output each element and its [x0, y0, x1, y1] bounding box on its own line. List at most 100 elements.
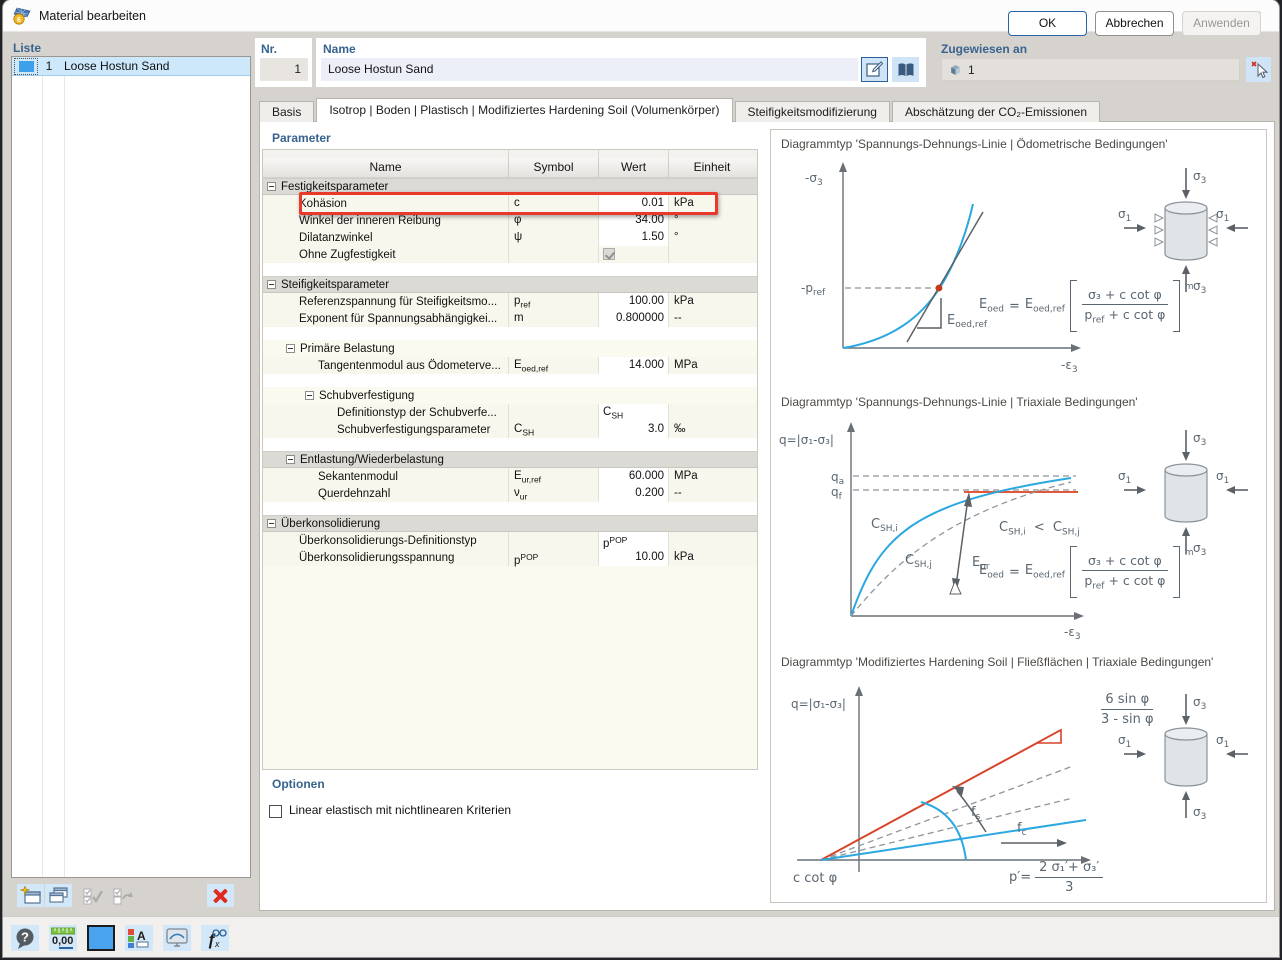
mc-failure-line: [820, 729, 1062, 861]
param-value-cell[interactable]: 14.000: [599, 357, 669, 374]
tab-1[interactable]: Isotrop | Boden | Plastisch | Modifizier…: [316, 98, 733, 122]
param-row[interactable]: Referenzspannung für Steifigkeitsmo... pr…: [263, 293, 757, 310]
triaxial-plot: q=|σ₁-σ₃| -ε3 qa qf Eur CSH,i CSH,j: [779, 422, 1248, 642]
material-name: Loose Hostun Sand: [64, 59, 170, 73]
collapse-toggle[interactable]: [305, 391, 314, 400]
material-listbox[interactable]: 1 Loose Hostun Sand: [11, 56, 251, 878]
param-spacer-row: [263, 502, 757, 515]
help-button[interactable]: ?: [11, 925, 39, 951]
param-value-cell[interactable]: 60.000: [599, 468, 669, 485]
param-row[interactable]: Exponent für Spannungsabhängigkei... m 0.8…: [263, 310, 757, 327]
display-properties-button[interactable]: A: [125, 925, 153, 951]
specimen-icon: σ3 σ1 σ1 σ3: [1118, 168, 1248, 296]
param-value-cell[interactable]: 0.01: [599, 195, 669, 212]
param-value-cell[interactable]: [599, 246, 669, 263]
rename-button[interactable]: [861, 57, 888, 82]
param-row[interactable]: Ohne Zugfestigkeit: [263, 246, 757, 263]
deselect-assignment-button[interactable]: [1246, 57, 1271, 82]
collapse-toggle[interactable]: [267, 280, 276, 289]
toggle-selection-button[interactable]: [109, 884, 136, 907]
cube-icon: [951, 65, 960, 75]
param-group-row[interactable]: Steifigkeitsparameter: [263, 276, 757, 293]
material-icon: 6: [13, 7, 31, 25]
param-row[interactable]: Definitionstyp der Schubverfe... CSH: [263, 404, 757, 421]
param-row[interactable]: Winkel der inneren Reibung φ 34.00 °: [263, 212, 757, 229]
param-row[interactable]: Sekantenmodul Eur,ref 60.000 MPa: [263, 468, 757, 485]
ok-button[interactable]: OK: [1008, 11, 1087, 36]
material-edit-dialog: 6 Material bearbeiten Liste 1 Loose Hostu…: [3, 0, 1279, 957]
collapse-toggle[interactable]: [286, 455, 295, 464]
param-value-cell[interactable]: 34.00: [599, 212, 669, 229]
param-value-cell[interactable]: 100.00: [599, 293, 669, 310]
param-group-row[interactable]: Primäre Belastung: [263, 340, 757, 357]
param-label: Ohne Zugfestigkeit: [299, 248, 396, 261]
collapse-toggle[interactable]: [286, 344, 295, 353]
param-spacer-row: [263, 327, 757, 340]
oedometer-modulus-formula: Eoed = Eoed,ref σ₃ + c cot φ pref + c co…: [979, 546, 1194, 598]
param-group-row[interactable]: Festigkeitsparameter: [263, 178, 757, 195]
rendering-button[interactable]: [163, 925, 191, 951]
param-symbol-cell: m: [509, 310, 599, 327]
slope-triangle: [917, 298, 942, 329]
collapse-toggle[interactable]: [267, 519, 276, 528]
param-value-cell[interactable]: pPOP: [599, 532, 669, 550]
material-list-item[interactable]: 1 Loose Hostun Sand: [12, 57, 250, 76]
collapse-toggle[interactable]: [267, 182, 276, 191]
material-color-swatch[interactable]: [14, 57, 38, 75]
eur-label: Eur: [972, 555, 990, 572]
param-label: Schubverfestigungsparameter: [337, 423, 491, 436]
name-input[interactable]: Loose Hostun Sand: [321, 58, 858, 81]
svg-text:σ3: σ3: [1193, 169, 1206, 186]
svg-text:σ1: σ1: [1118, 733, 1131, 750]
param-group-row[interactable]: Entlastung/Wiederbelastung: [263, 451, 757, 468]
formula-parameters-button[interactable]: ƒ x: [201, 925, 229, 951]
check-all-button[interactable]: [79, 884, 106, 907]
param-row[interactable]: Dilatanzwinkel ψ 1.50 °: [263, 229, 757, 246]
param-name-cell: Definitionstyp der Schubverfe...: [263, 404, 509, 421]
parameter-rows: Festigkeitsparameter Kohäsion c 0.01 kPa Wink…: [263, 178, 757, 567]
param-row[interactable]: Kohäsion c 0.01 kPa: [263, 192, 757, 215]
param-value-cell[interactable]: 10.00: [599, 549, 669, 566]
table-header: Name Symbol Wert Einheit: [263, 158, 757, 178]
param-row[interactable]: Überkonsolidierungs-Definitionstyp pPOP: [263, 532, 757, 550]
svg-text:σ3: σ3: [1193, 541, 1206, 558]
tab-3[interactable]: Abschätzung der CO₂-Emissionen: [891, 101, 1101, 122]
param-label: Schubverfestigung: [319, 389, 415, 402]
param-label: Festigkeitsparameter: [281, 180, 389, 193]
param-value-cell[interactable]: CSH: [599, 404, 669, 421]
param-label: Sekantenmodul: [318, 470, 398, 483]
units-decimal-places-button[interactable]: 0,00: [49, 925, 77, 951]
param-group-row[interactable]: Überkonsolidierung: [263, 515, 757, 532]
param-value-cell[interactable]: 1.50: [599, 229, 669, 246]
fc-label: fc: [1017, 821, 1027, 838]
param-row[interactable]: Schubverfestigungsparameter CSH 3.0 ‰: [263, 421, 757, 438]
delete-material-button[interactable]: [207, 884, 234, 907]
param-value-cell[interactable]: 0.200: [599, 485, 669, 502]
specimen-icon: σ3 σ1 σ1 σ3: [1118, 694, 1248, 822]
cancel-button[interactable]: Abbrechen: [1095, 11, 1174, 36]
param-symbol-cell: Eur,ref: [509, 468, 599, 485]
param-group-row[interactable]: Schubverfestigung: [263, 387, 757, 404]
param-row[interactable]: Überkonsolidierungsspannung pPOP 10.00 kPa: [263, 549, 757, 567]
svg-text:σ1: σ1: [1118, 207, 1131, 224]
copy-material-button[interactable]: [45, 884, 72, 907]
svg-text:σ1: σ1: [1216, 733, 1229, 750]
csh-i-curve: [850, 477, 1072, 617]
apply-button[interactable]: Anwenden: [1182, 11, 1261, 36]
param-value-cell[interactable]: 0.800000: [599, 310, 669, 327]
param-row[interactable]: Tangentenmodul aus Ödometerve... Eoed,ref…: [263, 357, 757, 374]
new-material-button[interactable]: [17, 884, 44, 907]
csh-j-label: CSH,j: [905, 553, 932, 570]
library-button[interactable]: [892, 57, 919, 82]
new-material-icon: [19, 886, 41, 904]
param-unit-cell: kPa: [674, 197, 694, 209]
rename-icon: [866, 61, 883, 77]
color-swatch-button[interactable]: [87, 925, 115, 951]
param-unit-cell: MPa: [674, 470, 698, 482]
param-value-cell[interactable]: 3.0: [599, 421, 669, 438]
param-row[interactable]: Querdehnzahl νur 0.200 --: [263, 485, 757, 502]
tab-2[interactable]: Steifigkeitsmodifizierung: [734, 101, 890, 122]
tab-0[interactable]: Basis: [259, 101, 315, 122]
linear-elastic-checkbox[interactable]: [269, 805, 282, 818]
column-header-symbol: Symbol: [509, 158, 599, 177]
